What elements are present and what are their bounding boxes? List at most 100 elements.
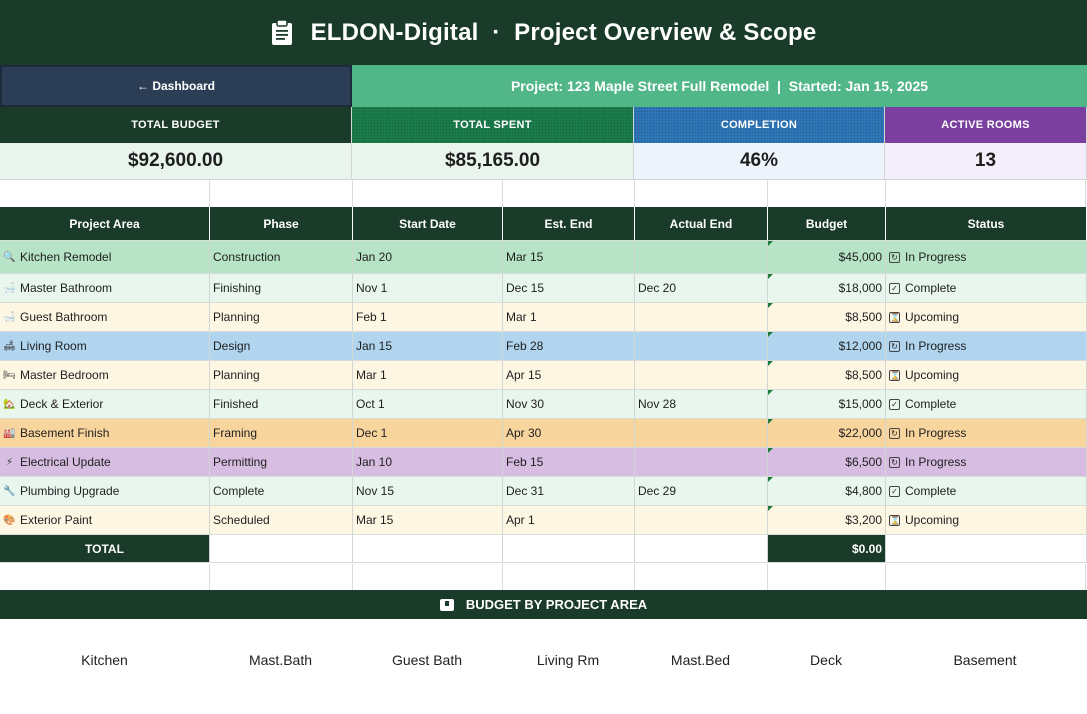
area-name: Guest Bathroom xyxy=(20,310,108,324)
est-end-cell: Feb 28 xyxy=(503,332,635,360)
status-label: In Progress xyxy=(905,339,967,353)
area-cell: 🏭 Basement Finish xyxy=(0,419,210,447)
briefcase-icon xyxy=(439,598,454,611)
area-name: Master Bedroom xyxy=(20,368,109,382)
area-label: Basement xyxy=(953,652,1017,668)
total-value: $0.00 xyxy=(768,535,886,562)
area-icon: 🎨 xyxy=(3,514,16,526)
table-header: Project Area Phase Start Date Est. End A… xyxy=(0,207,1087,241)
area-cell: 🏡 Deck & Exterior xyxy=(0,390,210,418)
table-row[interactable]: 🏭 Basement Finish Framing Dec 1 Apr 30 $22,00… xyxy=(0,419,1087,448)
budget-section-header: BUDGET BY PROJECT AREA xyxy=(0,590,1087,619)
area-name: Basement Finish xyxy=(20,426,110,440)
actual-end-cell xyxy=(635,448,768,476)
status-cell: ↻ In Progress xyxy=(886,419,1087,447)
status-cell: ⌛ Upcoming xyxy=(886,506,1087,534)
start-date-cell: Oct 1 xyxy=(353,390,503,418)
grid-line xyxy=(209,180,210,207)
kpi-active-rooms-label: ACTIVE ROOMS xyxy=(885,107,1087,143)
area-cell: 🔍 Kitchen Remodel xyxy=(0,241,210,273)
col-phase[interactable]: Phase xyxy=(210,207,353,240)
progress-icon: ↻ xyxy=(889,427,900,439)
hourglass-icon: ⌛ xyxy=(889,311,900,323)
actual-end-cell xyxy=(635,419,768,447)
col-project-area[interactable]: Project Area xyxy=(0,207,210,240)
area-label: Living Rm xyxy=(536,652,600,668)
kpi-active-rooms-value: 13 xyxy=(885,143,1087,180)
status-label: In Progress xyxy=(905,250,967,264)
grid-line xyxy=(352,564,353,590)
grid-line xyxy=(502,180,503,207)
total-empty-cell xyxy=(635,535,768,562)
grid-line xyxy=(634,564,635,590)
area-icon: 🔧 xyxy=(3,485,16,497)
table-row[interactable]: 🎨 Exterior Paint Scheduled Mar 15 Apr 1 $3,20… xyxy=(0,506,1087,535)
budget-cell: $8,500 xyxy=(768,361,886,389)
status-cell: ✓ Complete xyxy=(886,390,1087,418)
budget-cell: $4,800 xyxy=(768,477,886,505)
grid-line xyxy=(767,180,768,207)
start-date-cell: Jan 20 xyxy=(353,241,503,273)
kpi-completion-label: COMPLETION xyxy=(634,107,885,143)
status-label: Upcoming xyxy=(905,513,960,527)
total-empty-cell xyxy=(886,535,1087,562)
area-cell: 🎨 Exterior Paint xyxy=(0,506,210,534)
progress-icon: ↻ xyxy=(889,251,900,263)
actual-end-cell xyxy=(635,506,768,534)
total-empty-cell xyxy=(503,535,635,562)
table-row[interactable]: ⚡ Electrical Update Permitting Jan 10 Feb 15… xyxy=(0,448,1087,477)
status-cell: ⌛ Upcoming xyxy=(886,303,1087,331)
phase-cell: Scheduled xyxy=(210,506,353,534)
hourglass-icon: ⌛ xyxy=(889,369,900,381)
area-icon: 🏭 xyxy=(3,427,16,439)
status-label: Upcoming xyxy=(905,368,960,382)
dashboard-button[interactable]: ← Dashboard xyxy=(0,65,352,107)
table-row[interactable]: 🛁 Guest Bathroom Planning Feb 1 Mar 1 $8,500 ⌛… xyxy=(0,303,1087,332)
phase-cell: Design xyxy=(210,332,353,360)
status-label: In Progress xyxy=(905,455,967,469)
area-name: Deck & Exterior xyxy=(20,397,104,411)
total-empty-cell xyxy=(210,535,353,562)
col-est-end[interactable]: Est. End xyxy=(503,207,635,240)
actual-end-cell xyxy=(635,332,768,360)
check-icon: ✓ xyxy=(889,485,900,497)
actual-end-cell: Nov 28 xyxy=(635,390,768,418)
start-date-cell: Dec 1 xyxy=(353,419,503,447)
area-icon: 🏡 xyxy=(3,398,16,410)
total-empty-cell xyxy=(353,535,503,562)
area-cell: 🛋 Living Room xyxy=(0,332,210,360)
est-end-cell: Nov 30 xyxy=(503,390,635,418)
grid-line xyxy=(767,564,768,590)
phase-cell: Planning xyxy=(210,361,353,389)
status-label: Complete xyxy=(905,397,957,411)
status-label: In Progress xyxy=(905,426,967,440)
area-name: Electrical Update xyxy=(20,455,111,469)
table-row[interactable]: 🛏 Master Bedroom Planning Mar 1 Apr 15 $8,500… xyxy=(0,361,1087,390)
budget-section-title: BUDGET BY PROJECT AREA xyxy=(465,597,648,612)
table-row[interactable]: 🛋 Living Room Design Jan 15 Feb 28 $12,000 ↻ In… xyxy=(0,332,1087,361)
status-cell: ✓ Complete xyxy=(886,274,1087,302)
kpi-total-spent-value: $85,165.00 xyxy=(352,143,634,180)
total-row: TOTAL $0.00 xyxy=(0,535,1087,563)
check-icon: ✓ xyxy=(889,398,900,410)
start-date-cell: Nov 1 xyxy=(353,274,503,302)
table-row[interactable]: 🔧 Plumbing Upgrade Complete Nov 15 Dec 31 Dec… xyxy=(0,477,1087,506)
actual-end-cell: Dec 29 xyxy=(635,477,768,505)
col-budget[interactable]: Budget xyxy=(768,207,886,240)
est-end-cell: Apr 30 xyxy=(503,419,635,447)
budget-cell: $18,000 xyxy=(768,274,886,302)
area-name: Plumbing Upgrade xyxy=(20,484,120,498)
table-row[interactable]: 🏡 Deck & Exterior Finished Oct 1 Nov 30 Nov 2… xyxy=(0,390,1087,419)
col-status[interactable]: Status xyxy=(886,207,1087,240)
table-row[interactable]: 🔍 Kitchen Remodel Construction Jan 20 Mar 15… xyxy=(0,241,1087,274)
start-date-cell: Jan 10 xyxy=(353,448,503,476)
est-end-cell: Apr 15 xyxy=(503,361,635,389)
grid-line xyxy=(502,564,503,590)
col-actual-end[interactable]: Actual End xyxy=(635,207,768,240)
table-row[interactable]: 🛁 Master Bathroom Finishing Nov 1 Dec 15 Dec … xyxy=(0,274,1087,303)
phase-cell: Finishing xyxy=(210,274,353,302)
grid-line xyxy=(1085,564,1086,590)
area-icon: 🛁 xyxy=(3,282,16,294)
budget-cell: $8,500 xyxy=(768,303,886,331)
col-start-date[interactable]: Start Date xyxy=(353,207,503,240)
